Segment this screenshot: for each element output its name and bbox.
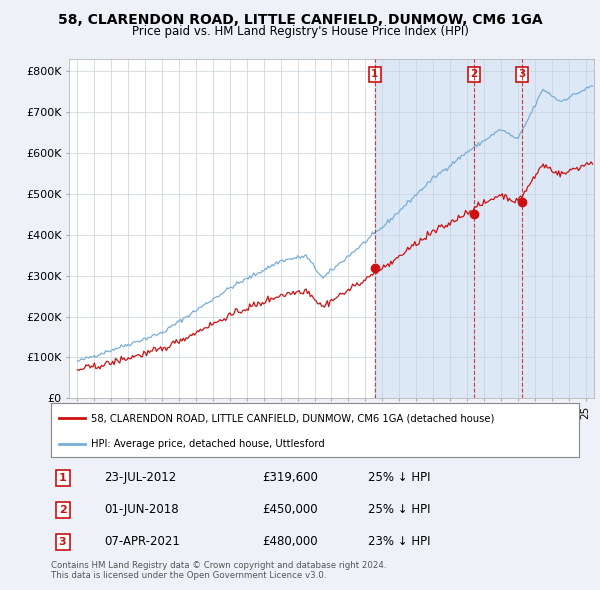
Text: Contains HM Land Registry data © Crown copyright and database right 2024.: Contains HM Land Registry data © Crown c…: [51, 560, 386, 569]
Text: 23% ↓ HPI: 23% ↓ HPI: [368, 536, 430, 549]
Text: 1: 1: [59, 473, 67, 483]
Text: 2: 2: [470, 69, 478, 79]
Text: 1: 1: [371, 69, 379, 79]
Text: Price paid vs. HM Land Registry's House Price Index (HPI): Price paid vs. HM Land Registry's House …: [131, 25, 469, 38]
Text: 25% ↓ HPI: 25% ↓ HPI: [368, 503, 430, 516]
Text: 25% ↓ HPI: 25% ↓ HPI: [368, 471, 430, 484]
Text: 07-APR-2021: 07-APR-2021: [104, 536, 179, 549]
Bar: [374, 59, 594, 398]
Text: This data is licensed under the Open Government Licence v3.0.: This data is licensed under the Open Gov…: [51, 571, 326, 579]
Text: 2: 2: [59, 505, 67, 515]
Text: 01-JUN-2018: 01-JUN-2018: [104, 503, 178, 516]
Text: £480,000: £480,000: [262, 536, 318, 549]
Text: 23-JUL-2012: 23-JUL-2012: [104, 471, 176, 484]
Text: 58, CLARENDON ROAD, LITTLE CANFIELD, DUNMOW, CM6 1GA (detached house): 58, CLARENDON ROAD, LITTLE CANFIELD, DUN…: [91, 413, 494, 423]
Text: £450,000: £450,000: [262, 503, 318, 516]
Text: £319,600: £319,600: [262, 471, 318, 484]
Text: HPI: Average price, detached house, Uttlesford: HPI: Average price, detached house, Uttl…: [91, 439, 325, 448]
Text: 3: 3: [59, 537, 67, 547]
Text: 58, CLARENDON ROAD, LITTLE CANFIELD, DUNMOW, CM6 1GA: 58, CLARENDON ROAD, LITTLE CANFIELD, DUN…: [58, 13, 542, 27]
Text: 3: 3: [519, 69, 526, 79]
